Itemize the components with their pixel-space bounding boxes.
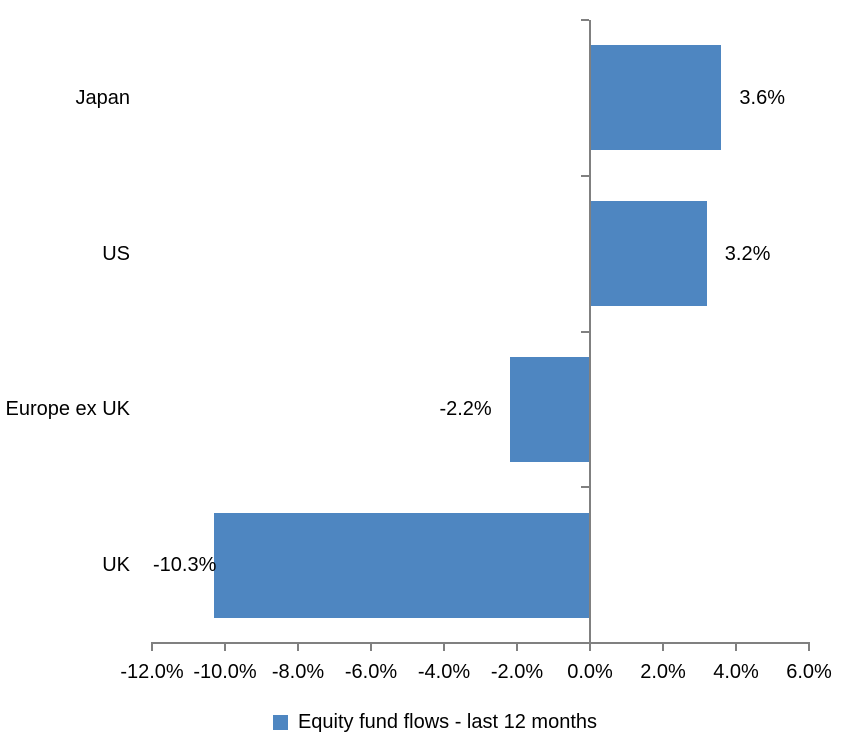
- data-label: 3.6%: [739, 86, 785, 109]
- x-tick-label: -8.0%: [271, 661, 325, 683]
- x-axis-tick: [151, 643, 153, 651]
- x-tick-label: -6.0%: [344, 661, 398, 683]
- category-label: UK: [102, 554, 130, 577]
- x-axis-tick: [443, 643, 445, 651]
- x-tick-label: -2.0%: [490, 661, 544, 683]
- x-axis-line: [151, 642, 810, 644]
- data-label: -10.3%: [153, 554, 217, 577]
- x-tick-label: -4.0%: [417, 661, 471, 683]
- legend-swatch: [272, 714, 288, 730]
- y-axis-tick: [581, 330, 589, 333]
- data-label: 3.2%: [724, 242, 771, 265]
- x-tick-label: 2.0%: [640, 661, 686, 683]
- x-axis-tick: [297, 643, 299, 651]
- x-axis-tick: [516, 643, 518, 651]
- bar: [509, 356, 590, 462]
- category-label: US: [102, 242, 130, 265]
- x-tick-label: 4.0%: [713, 661, 759, 683]
- x-axis-tick: [224, 643, 226, 651]
- y-axis-line: [589, 20, 591, 651]
- legend-label: Equity fund flows - last 12 months: [297, 711, 598, 733]
- x-tick-label: -12.0%: [120, 661, 184, 683]
- bar: [590, 45, 722, 151]
- x-axis-tick: [370, 643, 372, 651]
- x-axis-tick: [808, 643, 810, 651]
- category-label: Europe ex UK: [5, 398, 130, 421]
- y-axis-tick: [581, 486, 589, 489]
- data-label: -2.2%: [439, 398, 492, 421]
- legend: Equity fund flows - last 12 months: [0, 709, 852, 735]
- x-tick-label: 6.0%: [786, 661, 832, 683]
- y-axis-tick: [581, 19, 589, 21]
- y-axis-tick: [581, 174, 589, 177]
- x-tick-label: 0.0%: [567, 661, 613, 683]
- x-tick-label: -10.0%: [193, 661, 257, 683]
- bar: [590, 201, 707, 307]
- category-label: Japan: [75, 86, 131, 109]
- bar: [214, 512, 590, 618]
- x-axis-tick: [735, 643, 737, 651]
- x-axis-tick: [662, 643, 664, 651]
